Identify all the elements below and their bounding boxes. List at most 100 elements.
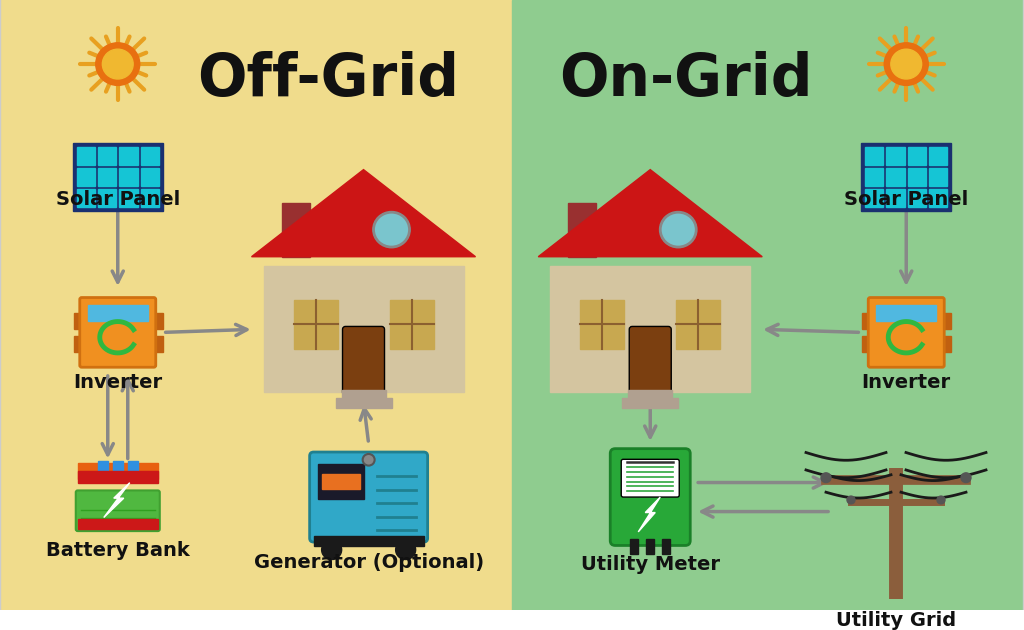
Bar: [77, 147, 95, 166]
Circle shape: [395, 540, 416, 559]
Bar: [887, 147, 905, 166]
Bar: [98, 147, 117, 166]
Bar: [550, 266, 751, 392]
Bar: [294, 301, 338, 348]
Text: Solar Panel: Solar Panel: [55, 190, 180, 209]
Bar: [865, 189, 884, 207]
Bar: [317, 464, 364, 499]
Bar: [901, 178, 911, 195]
Bar: [78, 463, 158, 479]
Bar: [887, 168, 905, 186]
Bar: [155, 336, 163, 352]
Text: Utility Grid: Utility Grid: [836, 611, 956, 630]
Bar: [676, 301, 720, 348]
Text: Solar Panel: Solar Panel: [844, 190, 969, 209]
Bar: [389, 301, 433, 348]
Bar: [623, 398, 678, 408]
Bar: [77, 189, 95, 207]
Bar: [74, 313, 82, 328]
Polygon shape: [638, 497, 660, 532]
Bar: [77, 168, 95, 186]
Bar: [862, 313, 870, 328]
Bar: [929, 189, 947, 207]
Text: Generator (Optional): Generator (Optional): [254, 553, 483, 572]
Bar: [113, 461, 123, 471]
Polygon shape: [539, 169, 762, 257]
Text: On-Grid: On-Grid: [559, 51, 813, 108]
Bar: [88, 306, 147, 321]
FancyBboxPatch shape: [610, 449, 690, 546]
FancyBboxPatch shape: [309, 452, 428, 542]
Bar: [263, 266, 464, 392]
Bar: [886, 192, 927, 198]
Bar: [140, 147, 159, 166]
Bar: [98, 168, 117, 186]
Text: Battery Bank: Battery Bank: [46, 541, 189, 560]
Circle shape: [891, 49, 922, 79]
FancyBboxPatch shape: [342, 326, 385, 395]
Bar: [140, 168, 159, 186]
Bar: [581, 301, 625, 348]
Bar: [342, 391, 385, 400]
Bar: [861, 144, 951, 211]
Circle shape: [847, 496, 855, 504]
Bar: [568, 203, 596, 257]
Circle shape: [821, 473, 831, 483]
Bar: [663, 539, 671, 554]
Circle shape: [102, 49, 133, 79]
Bar: [97, 461, 108, 471]
Bar: [313, 536, 424, 546]
Bar: [119, 168, 137, 186]
Bar: [155, 313, 163, 328]
Circle shape: [885, 43, 928, 86]
Circle shape: [374, 212, 410, 247]
Bar: [113, 178, 123, 195]
Bar: [907, 189, 926, 207]
Bar: [119, 189, 137, 207]
Polygon shape: [252, 169, 475, 257]
Circle shape: [660, 212, 696, 247]
Bar: [0, 0, 512, 610]
Bar: [865, 147, 884, 166]
Text: Utility Meter: Utility Meter: [581, 555, 720, 574]
Text: Inverter: Inverter: [73, 373, 163, 392]
Circle shape: [322, 540, 342, 559]
Bar: [322, 474, 360, 490]
Circle shape: [961, 473, 971, 483]
Bar: [97, 192, 138, 198]
Bar: [646, 539, 654, 554]
Bar: [336, 398, 391, 408]
FancyBboxPatch shape: [622, 459, 679, 497]
Bar: [877, 306, 936, 321]
Bar: [282, 203, 309, 257]
Bar: [929, 168, 947, 186]
Bar: [98, 189, 117, 207]
Bar: [943, 336, 951, 352]
Bar: [78, 471, 158, 483]
Bar: [887, 189, 905, 207]
FancyBboxPatch shape: [76, 490, 160, 531]
Bar: [943, 313, 951, 328]
Bar: [907, 168, 926, 186]
Bar: [73, 144, 163, 211]
Bar: [907, 147, 926, 166]
Circle shape: [96, 43, 139, 86]
FancyBboxPatch shape: [80, 297, 156, 367]
Bar: [512, 0, 1024, 610]
Circle shape: [362, 454, 375, 466]
Text: Off-Grid: Off-Grid: [197, 51, 459, 108]
Bar: [140, 189, 159, 207]
Bar: [78, 520, 158, 529]
Bar: [929, 147, 947, 166]
Bar: [865, 168, 884, 186]
Bar: [74, 336, 82, 352]
FancyBboxPatch shape: [868, 297, 944, 367]
Bar: [630, 539, 638, 554]
Text: Inverter: Inverter: [861, 373, 951, 392]
Bar: [862, 336, 870, 352]
Polygon shape: [103, 483, 130, 517]
Bar: [128, 461, 138, 471]
Circle shape: [937, 496, 945, 504]
Bar: [629, 391, 672, 400]
FancyBboxPatch shape: [629, 326, 672, 395]
